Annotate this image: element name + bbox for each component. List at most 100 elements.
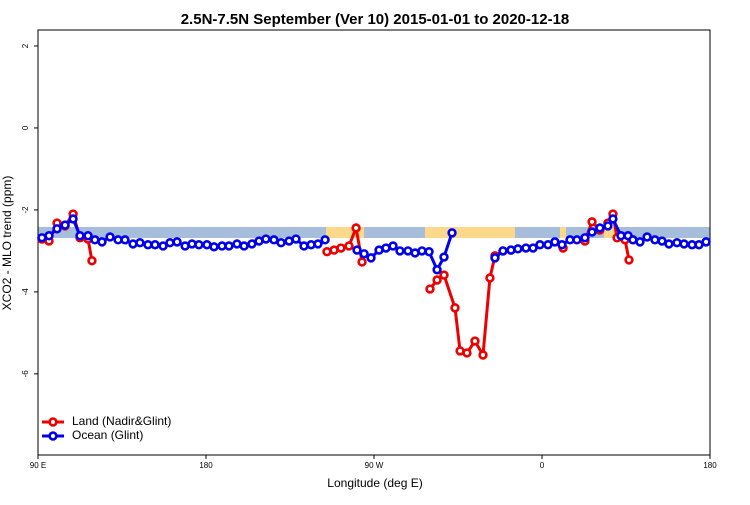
data-point: [535, 240, 545, 250]
data-point: [239, 241, 249, 251]
legend-label: Ocean (Glint): [72, 428, 143, 442]
data-point: [172, 237, 182, 247]
data-point: [37, 233, 47, 243]
x-tick-label: 90 E: [30, 461, 46, 470]
data-point: [313, 239, 323, 249]
data-point: [616, 231, 626, 241]
y-tick-label: 0: [21, 125, 30, 130]
data-point: [150, 240, 160, 250]
data-point: [417, 246, 427, 256]
data-point: [97, 237, 107, 247]
y-tick-label: -4: [21, 288, 30, 296]
data-point: [447, 228, 457, 238]
data-point: [276, 238, 286, 248]
data-point: [357, 257, 367, 267]
data-point: [60, 220, 70, 230]
x-tick-label: 180: [199, 461, 213, 470]
data-point: [158, 241, 168, 251]
data-point: [550, 237, 560, 247]
data-point: [635, 237, 645, 247]
y-tick-label: -2: [21, 206, 30, 214]
data-point: [439, 270, 449, 280]
data-point: [232, 239, 242, 249]
data-point: [595, 223, 605, 233]
data-point: [587, 227, 597, 237]
data-point: [521, 243, 531, 253]
data-point: [701, 237, 711, 247]
data-point: [498, 246, 508, 256]
data-point: [572, 235, 582, 245]
data-point: [291, 234, 301, 244]
data-point: [513, 244, 523, 254]
data-point: [224, 241, 234, 251]
data-point: [462, 348, 472, 358]
data-point: [432, 275, 442, 285]
data-point: [478, 350, 488, 360]
data-point: [450, 303, 460, 313]
data-point: [135, 238, 145, 248]
series: [37, 214, 711, 275]
data-point: [87, 256, 97, 266]
x-tick-label: 0: [540, 461, 545, 470]
x-axis-label: Longitude (deg E): [327, 476, 422, 490]
data-point: [425, 284, 435, 294]
data-point: [165, 238, 175, 248]
x-tick-label: 90 W: [365, 461, 384, 470]
data-point: [68, 214, 78, 224]
data-point: [679, 239, 689, 249]
data-point: [299, 241, 309, 251]
data-point: [261, 234, 271, 244]
data-point: [608, 214, 618, 224]
data-point: [202, 240, 212, 250]
data-point: [624, 255, 634, 265]
data-point: [424, 247, 434, 257]
data-point: [439, 252, 449, 262]
data-point: [120, 235, 130, 245]
data-point: [485, 273, 495, 283]
data-point: [694, 240, 704, 250]
data-point: [628, 235, 638, 245]
data-point: [603, 221, 613, 231]
y-axis-label: XCO2 - MLO trend (ppm): [0, 176, 14, 311]
data-point: [247, 239, 257, 249]
legend-marker: [48, 431, 58, 441]
data-point: [194, 240, 204, 250]
surface-band: [38, 227, 710, 238]
data-point: [650, 235, 660, 245]
series-line: [428, 248, 512, 360]
data-point: [351, 223, 361, 233]
data-point: [664, 239, 674, 249]
data-point: [320, 235, 330, 245]
legend-label: Land (Nadir&Glint): [72, 414, 171, 428]
data-point: [672, 238, 682, 248]
data-point: [322, 247, 332, 257]
y-tick-label: -6: [21, 370, 30, 378]
data-point: [359, 249, 369, 259]
data-point: [557, 240, 567, 250]
data-point: [432, 265, 442, 275]
data-point: [366, 253, 376, 263]
data-point: [209, 242, 219, 252]
legend-marker: [48, 417, 58, 427]
data-point: [143, 240, 153, 250]
data-point: [336, 243, 346, 253]
data-point: [344, 241, 354, 251]
data-point: [528, 243, 538, 253]
data-point: [490, 253, 500, 263]
data-point: [90, 235, 100, 245]
data-point: [381, 243, 391, 253]
data-point: [642, 232, 652, 242]
data-point: [395, 246, 405, 256]
data-point: [75, 231, 85, 241]
data-point: [388, 241, 398, 251]
data-point: [580, 233, 590, 243]
data-point: [44, 231, 54, 241]
data-point: [403, 246, 413, 256]
x-tick-label: 180: [703, 461, 717, 470]
data-point: [105, 232, 115, 242]
data-point: [269, 235, 279, 245]
data-point: [352, 245, 362, 255]
chart-title: 2.5N-7.5N September (Ver 10) 2015-01-01 …: [181, 11, 570, 28]
